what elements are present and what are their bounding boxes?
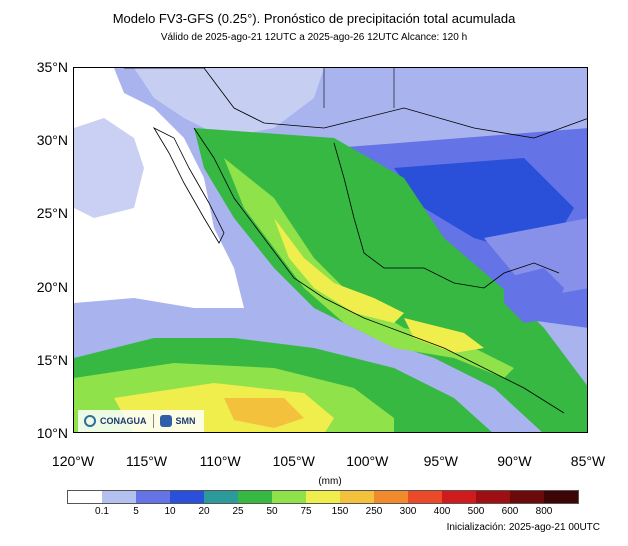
map-title: Modelo FV3-GFS (0.25°). Pronóstico de pr… [112, 11, 516, 26]
colorbar-label: 250 [365, 506, 383, 517]
colorbar-label: 25 [232, 506, 244, 517]
lon-label: 120°W [51, 453, 95, 469]
lon-label: 95°W [423, 453, 459, 469]
lat-label: 30°N [36, 132, 68, 149]
agency-logos: CONAGUA SMN [78, 410, 204, 432]
lon-label: 100°W [346, 453, 389, 469]
colorbar-label: 150 [331, 506, 349, 517]
colorbar [67, 490, 579, 504]
colorbar-swatch [340, 491, 374, 503]
colorbar-label: 400 [433, 506, 451, 517]
conagua-logo: CONAGUA [100, 416, 147, 426]
colorbar-swatch [544, 491, 578, 503]
map-subtitle: Válido de 2025-ago-21 12UTC a 2025-ago-2… [160, 32, 468, 43]
colorbar-swatch [102, 491, 136, 503]
lat-label: 20°N [36, 278, 68, 295]
colorbar-swatch [510, 491, 544, 503]
lon-label: 105°W [272, 453, 315, 469]
us-southwest [134, 68, 324, 138]
colorbar-label: 300 [399, 506, 417, 517]
initialization-label: Inicialización: 2025-ago-21 00UTC [446, 522, 600, 533]
map-canvas [74, 68, 587, 432]
smn-logo: SMN [175, 416, 196, 426]
smn-logo-icon [159, 415, 172, 427]
lon-label: 115°W [125, 453, 168, 469]
colorbar-swatch [238, 491, 272, 503]
colorbar-swatch [204, 491, 238, 503]
gulf-coastline [333, 142, 560, 289]
baja-california [152, 127, 225, 244]
colorbar-label: 600 [501, 506, 519, 517]
colorbar-label: 5 [133, 506, 139, 517]
lon-label: 90°W [497, 453, 532, 469]
colorbar-swatch [408, 491, 442, 503]
colorbar-label: 75 [300, 506, 312, 517]
yucatan [504, 268, 564, 323]
colorbar-label: 20 [198, 506, 210, 517]
colorbar-swatch [306, 491, 340, 503]
us-border [124, 68, 587, 139]
colorbar-label: 0.1 [95, 506, 109, 517]
colorbar-swatch [442, 491, 476, 503]
lon-label: 110°W [199, 453, 241, 469]
colorbar-swatch [68, 491, 102, 503]
colorbar-label: 800 [535, 506, 553, 517]
colorbar-swatch [374, 491, 408, 503]
heavy-rain-core [274, 218, 404, 323]
colorbar-label: 50 [266, 506, 278, 517]
precipitation-map: CONAGUA SMN [73, 67, 588, 433]
colorbar-swatch [136, 491, 170, 503]
colorbar-label: 500 [467, 506, 485, 517]
lat-label: 15°N [36, 351, 68, 368]
colorbar-swatch [170, 491, 204, 503]
colorbar-swatch [272, 491, 306, 503]
conagua-logo-icon [84, 415, 96, 427]
lat-label: 35°N [36, 59, 68, 75]
colorbar-swatch [476, 491, 510, 503]
lat-label: 25°N [36, 205, 68, 222]
colorbar-label: 10 [164, 506, 176, 517]
lat-label: 10°N [36, 425, 68, 441]
colorbar-units: (mm) [318, 476, 342, 487]
sierra-madre-rain [224, 158, 514, 378]
pacific-coastline [193, 127, 565, 414]
lon-label: 85°W [570, 453, 606, 469]
